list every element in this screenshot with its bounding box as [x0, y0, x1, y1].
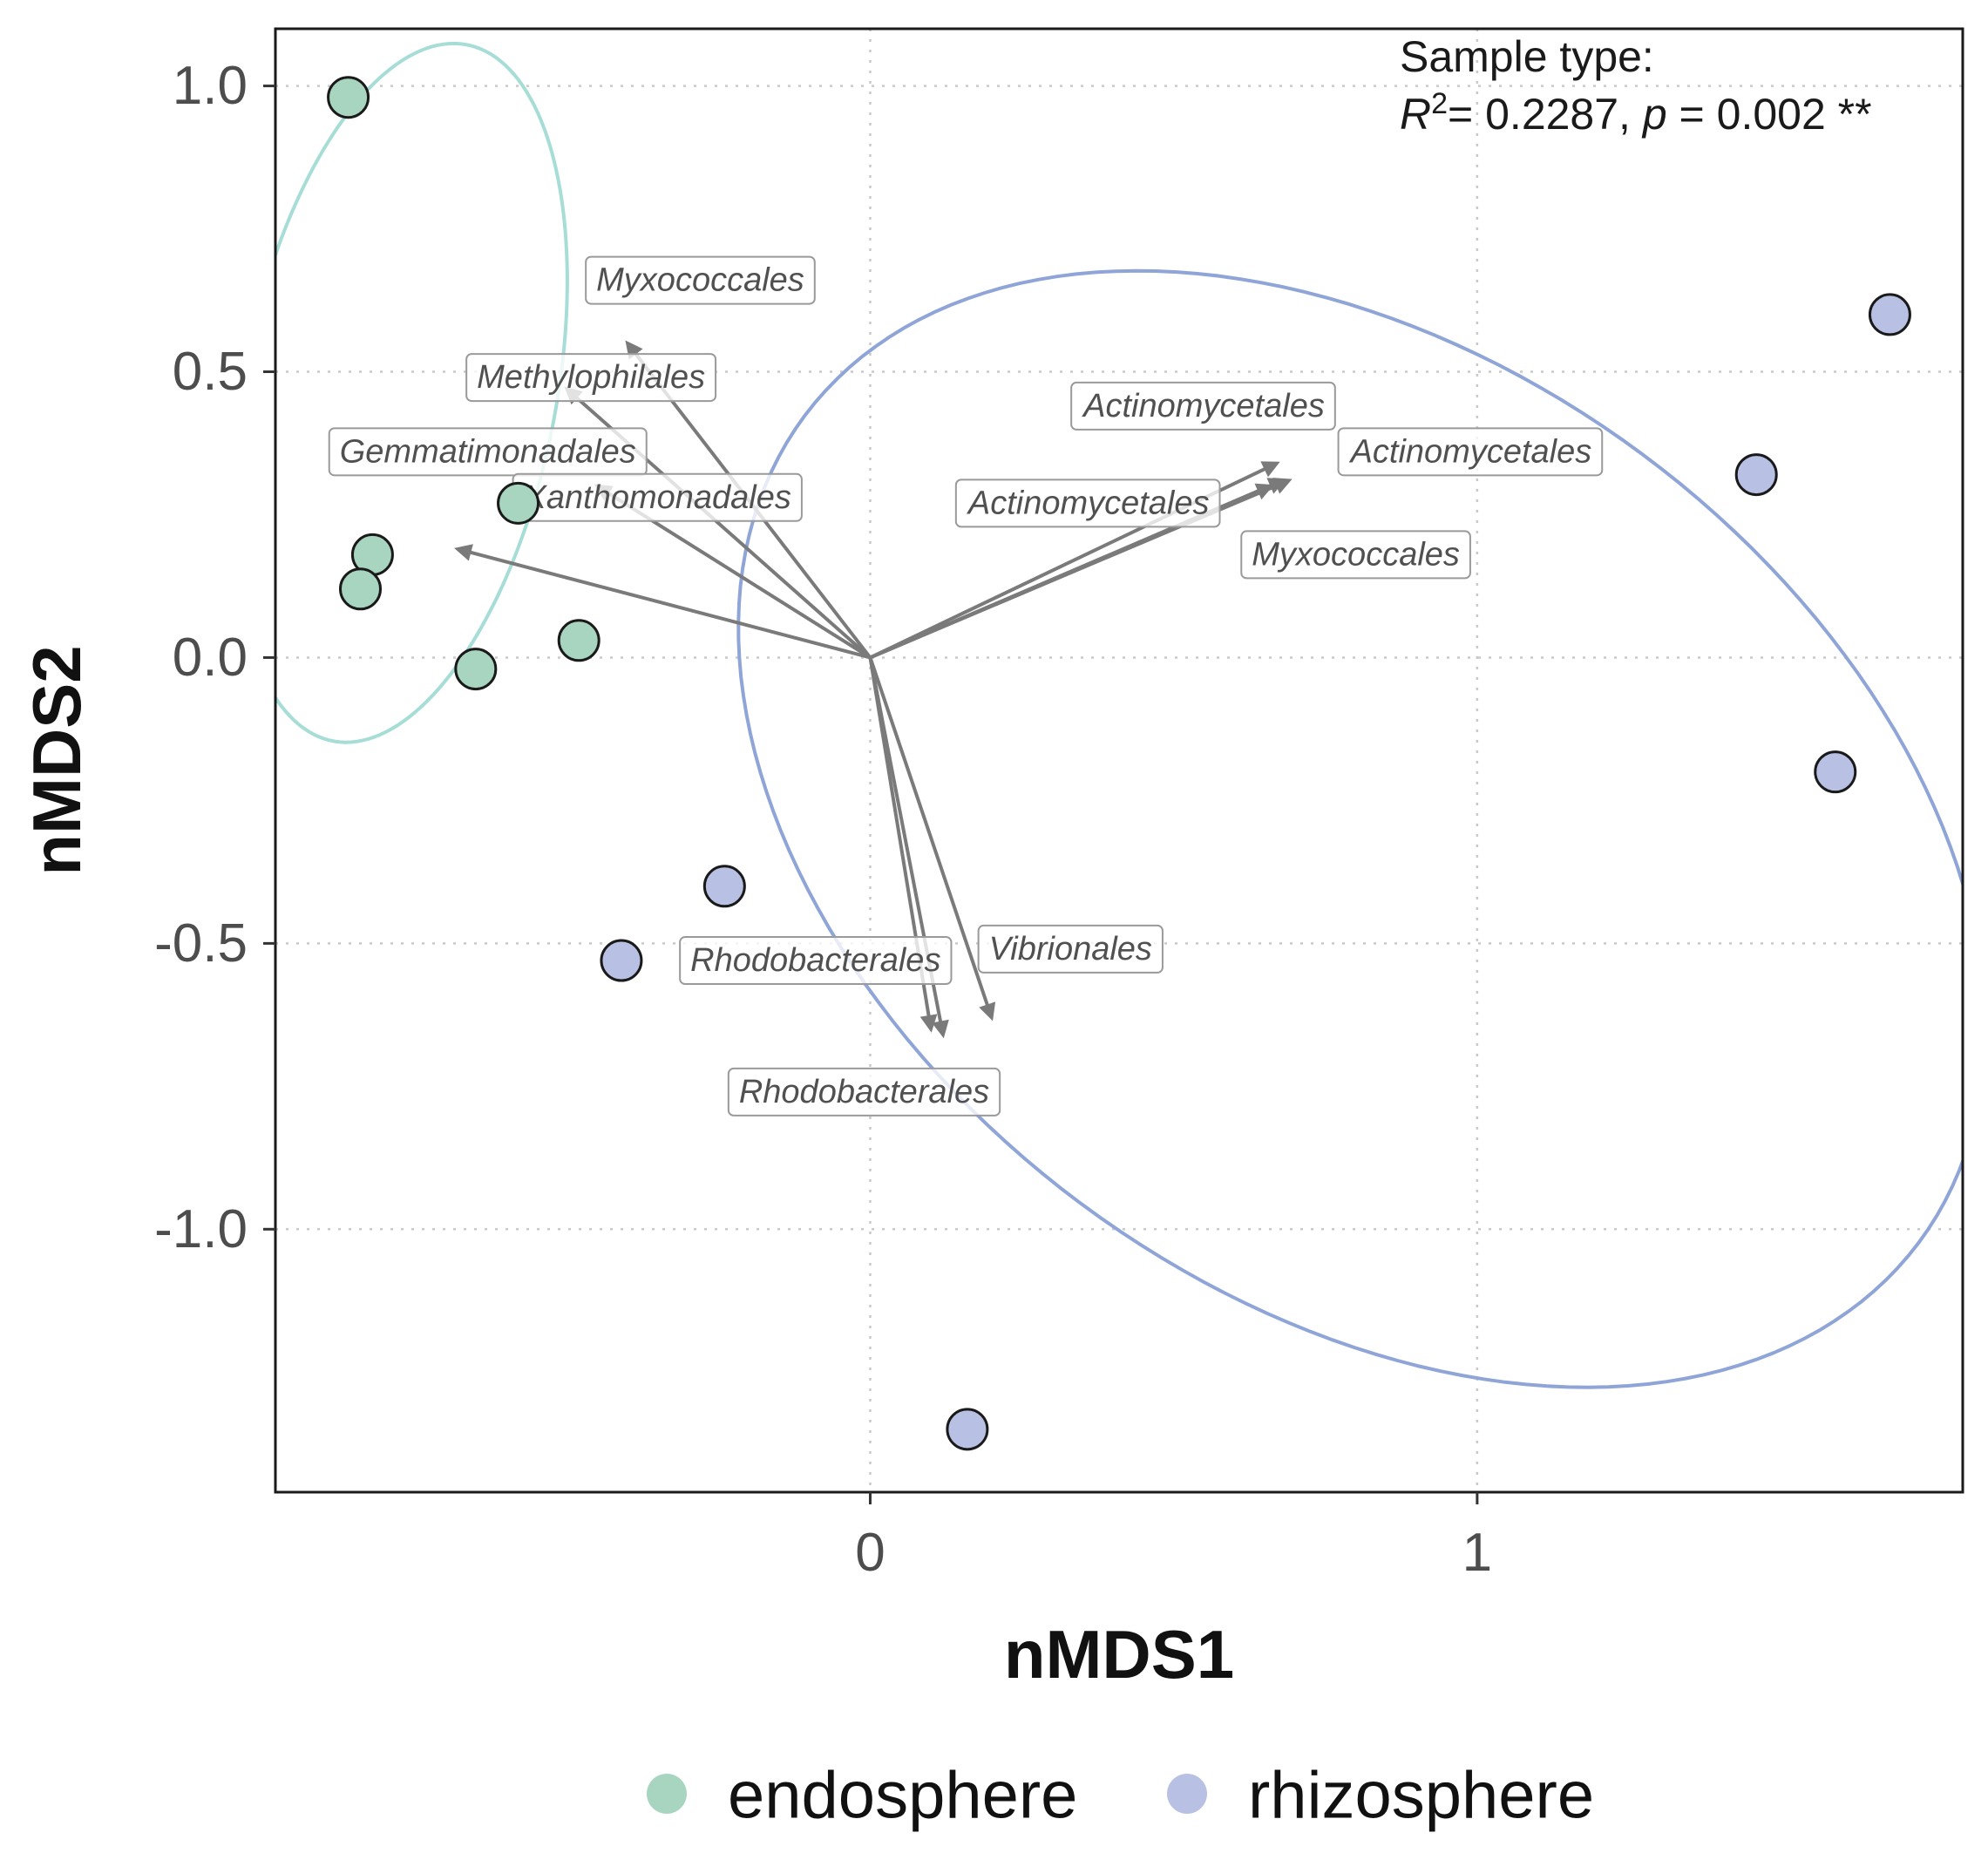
annotation-r: R: [1400, 90, 1431, 139]
vector-label-7: Myxococcales: [1240, 530, 1471, 580]
vector-label-4: Actinomycetales: [1070, 381, 1336, 431]
annotation-title: Sample type:: [1400, 32, 1654, 81]
ellipse-endosphere: [275, 41, 569, 744]
x-axis-title: nMDS1: [1004, 1616, 1234, 1693]
statistics-annotation: Sample type: R2= 0.2287, p = 0.002 **: [1400, 32, 1872, 139]
vector-label-text: Actinomycetales: [1349, 433, 1592, 470]
vector-label-2: Gemmatimonadales: [328, 427, 648, 477]
vector-label-8: Rhodobacterales: [679, 936, 953, 986]
point-endosphere-0: [327, 76, 370, 119]
ellipse-rhizosphere: [736, 268, 1963, 1389]
point-rhizosphere-5: [946, 1408, 989, 1451]
legend-label-endosphere: endosphere: [728, 1759, 1077, 1833]
vector-label-box: [328, 427, 648, 477]
axes: 0 1 1.0 0.5 0.0 -0.5 -1.0 nMDS1 nMDS2: [18, 56, 1492, 1693]
vector-label-box: [954, 479, 1221, 528]
vector-label-box: [585, 255, 816, 305]
point-endosphere-5: [557, 619, 600, 662]
vector-label-text: Actinomycetales: [967, 485, 1210, 521]
x-tick-label: 1: [1462, 1523, 1492, 1583]
vector-label-5: Actinomycetales: [1337, 427, 1604, 477]
y-tick-label: -0.5: [154, 913, 248, 974]
vector-label-text: Xanthomonadales: [524, 479, 791, 516]
point-endosphere-1: [497, 481, 540, 525]
vector-label-text: Methylophilales: [477, 359, 705, 396]
annotation-p-value: = 0.002 **: [1667, 90, 1872, 139]
vector-label-6: Actinomycetales: [954, 479, 1221, 528]
vector-label-box: [1070, 381, 1336, 431]
vector-label-3: Xanthomonadales: [512, 472, 803, 522]
vector-label-text: Myxococcales: [1252, 536, 1460, 573]
gridlines: [275, 29, 1963, 1492]
y-axis-title: nMDS2: [18, 645, 95, 875]
vector-label-box: [977, 924, 1164, 974]
vector-label-1: Methylophilales: [465, 353, 717, 403]
vector-label-box: [1240, 530, 1471, 580]
point-rhizosphere-0: [1868, 293, 1911, 336]
vector-label-9: Vibrionales: [977, 924, 1164, 974]
vector-label-box: [679, 936, 953, 986]
vector-label-box: [727, 1067, 1001, 1117]
point-rhizosphere-1: [1734, 453, 1778, 497]
legend-label-rhizosphere: rhizosphere: [1248, 1759, 1594, 1833]
group-ellipses: [275, 41, 1963, 1389]
legend: endosphere rhizosphere: [647, 1759, 1594, 1833]
vector-labels: Myxococcales Methylophilales Gemmatimonada…: [328, 255, 1604, 1117]
point-rhizosphere-4: [600, 939, 643, 982]
vector-label-10: Rhodobacterales: [727, 1067, 1001, 1117]
legend-swatch-endosphere: [647, 1774, 687, 1814]
y-tick-label: -1.0: [154, 1199, 248, 1259]
vector-label-text: Gemmatimonadales: [340, 433, 636, 470]
y-tick-label: 1.0: [173, 56, 248, 116]
vector-arrow-9: [868, 656, 996, 1022]
annotation-r-sup: 2: [1431, 87, 1448, 120]
legend-swatch-rhizosphere: [1167, 1774, 1207, 1814]
annotation-r-value: = 0.2287,: [1448, 90, 1643, 139]
point-endosphere-3: [338, 567, 382, 611]
point-endosphere-4: [454, 648, 498, 691]
point-rhizosphere-3: [702, 865, 746, 908]
vector-label-text: Vibrionales: [989, 931, 1152, 967]
vector-arrow-2: [454, 544, 871, 660]
y-tick-label: 0.0: [173, 628, 248, 688]
vector-label-text: Rhodobacterales: [739, 1074, 989, 1110]
plot-frame: [274, 27, 1964, 1494]
vector-label-text: Myxococcales: [596, 262, 804, 299]
y-tick-label: 0.5: [173, 342, 248, 402]
annotation-p: p: [1641, 90, 1667, 139]
annotation-stats: R2= 0.2287, p = 0.002 **: [1400, 87, 1872, 139]
sample-points: [327, 76, 1911, 1451]
vector-label-box: [465, 353, 717, 403]
vector-label-box: [1337, 427, 1604, 477]
point-rhizosphere-2: [1814, 750, 1857, 794]
vector-label-0: Myxococcales: [585, 255, 816, 305]
vector-label-text: Rhodobacterales: [690, 942, 940, 979]
plot-border: [274, 27, 1964, 1494]
vector-label-text: Actinomycetales: [1082, 388, 1325, 424]
x-tick-label: 0: [855, 1523, 885, 1583]
